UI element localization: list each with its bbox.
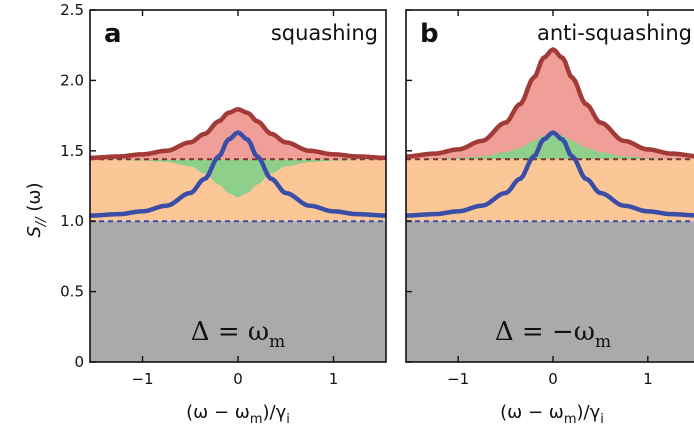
y-tick-label-a-1: 0.5 — [60, 283, 84, 301]
x-axis-label-b-sub2: i — [600, 412, 604, 427]
x-axis-label-a-sub1: m — [250, 412, 263, 427]
red-region-b — [406, 49, 694, 160]
y-tick-label-a-4: 2.0 — [60, 71, 84, 89]
condition-label-sub-a: m — [269, 332, 285, 352]
panel-title-a: squashing — [271, 21, 378, 45]
x-tick-label-a-1: 0 — [233, 370, 243, 388]
condition-label-main-a: Δ = ω — [191, 317, 269, 347]
y-axis-label-suffix: (ω) — [24, 182, 45, 217]
y-axis-label-sub: // — [34, 216, 49, 227]
x-axis-label-b-mid: )/γ — [577, 402, 601, 423]
y-tick-label-a-2: 1.0 — [60, 212, 84, 230]
x-tick-label-b-0: −1 — [447, 370, 469, 388]
x-axis-label-a: (ω − ωm)/γi — [186, 402, 290, 427]
plot-area-b — [406, 47, 694, 362]
x-axis-label-b-pre: (ω − ω — [500, 402, 564, 423]
panel-b: −1 0 1 b anti-squashing Δ = −ωm — [405, 9, 694, 388]
x-tick-label-a-2: 1 — [329, 370, 339, 388]
y-axis-label-main: S — [24, 226, 45, 237]
green-region-a — [90, 159, 386, 198]
condition-label-sub-b: m — [595, 332, 611, 352]
y-tick-label-a-5: 2.5 — [60, 1, 84, 19]
panel-a: −1 0 1 0 0.5 1.0 1.5 2.0 2.5 a squashing Δ = ωm — [60, 1, 387, 388]
x-axis-label-a-mid: )/γ — [263, 402, 287, 423]
plot-area-a — [90, 107, 386, 362]
condition-label-main-b: Δ = −ω — [495, 317, 595, 347]
gray-region-a — [90, 221, 386, 362]
x-axis-label-b-sub1: m — [564, 412, 577, 427]
y-tick-label-a-0: 0 — [74, 353, 84, 371]
x-tick-label-b-1: 0 — [548, 370, 558, 388]
red-curve-a — [90, 107, 386, 161]
panel-title-b: anti-squashing — [537, 21, 692, 45]
blue-curve-b — [406, 130, 694, 218]
panel-letter-b: b — [420, 19, 439, 49]
red-curve-b — [406, 47, 694, 159]
x-axis-label-b: (ω − ωm)/γi — [500, 402, 604, 427]
gray-region-b — [406, 221, 694, 362]
x-tick-label-a-0: −1 — [131, 370, 153, 388]
x-axis-label-a-pre: (ω − ω — [186, 402, 250, 423]
condition-label-a: Δ = ωm — [191, 317, 285, 352]
y-axis-label: S// (ω) — [24, 182, 49, 237]
y-tick-label-a-3: 1.5 — [60, 142, 84, 160]
condition-label-b: Δ = −ωm — [495, 317, 611, 352]
blue-curve-a — [90, 130, 386, 218]
x-axis-label-a-sub2: i — [286, 412, 290, 427]
panel-letter-a: a — [104, 19, 122, 49]
green-region-b — [406, 132, 694, 160]
x-tick-label-b-2: 1 — [643, 370, 653, 388]
